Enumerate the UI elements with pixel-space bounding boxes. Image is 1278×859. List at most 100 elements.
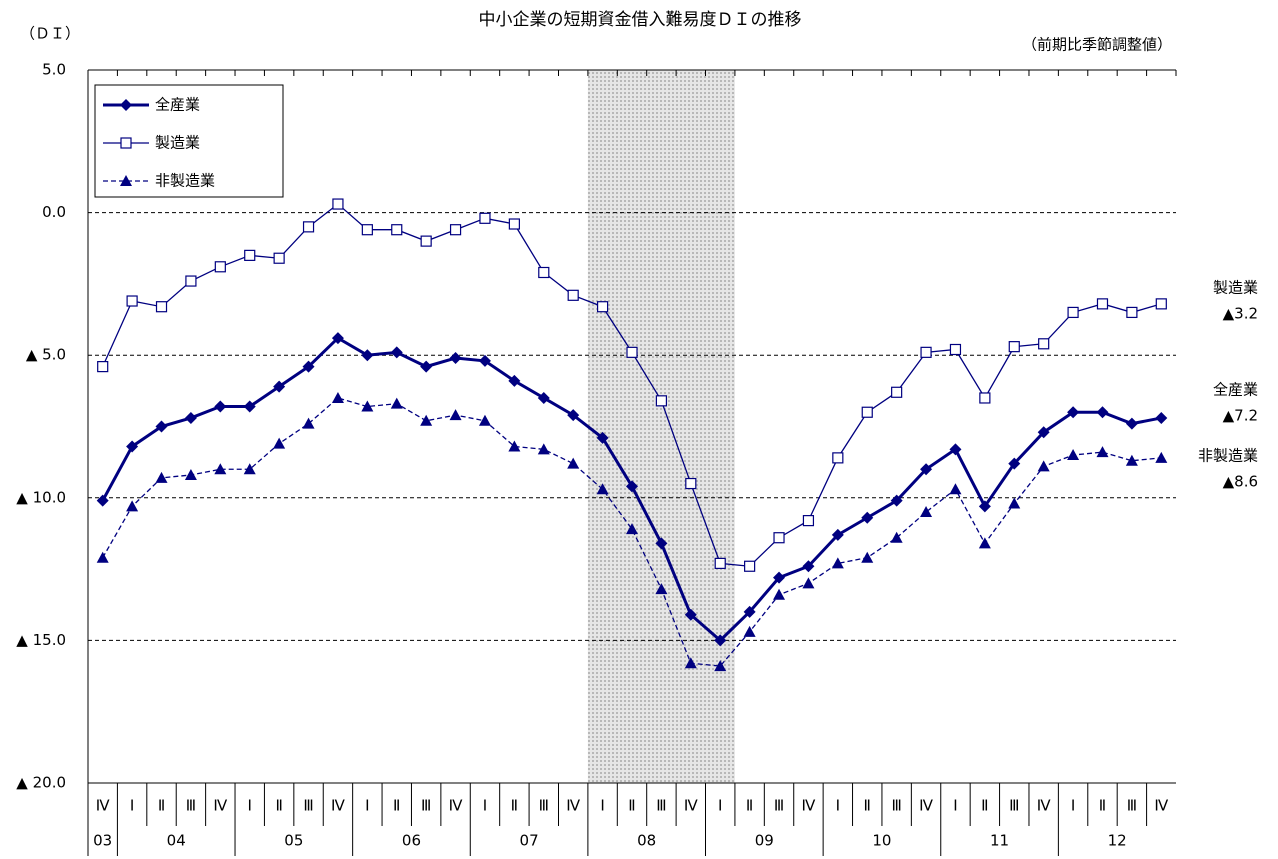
- marker: [773, 588, 786, 600]
- marker: [155, 301, 168, 313]
- marker: [626, 346, 638, 358]
- marker: [831, 528, 844, 541]
- marker: [479, 212, 491, 224]
- marker: [714, 634, 727, 647]
- x-tick-label: Ⅱ: [628, 797, 635, 815]
- marker: [537, 443, 550, 455]
- marker: [1008, 457, 1021, 470]
- marker: [949, 443, 962, 456]
- marker: [596, 301, 609, 313]
- x-tick-label: Ⅳ: [684, 797, 698, 815]
- marker: [714, 557, 726, 569]
- year-label: 07: [520, 832, 539, 850]
- marker: [449, 409, 462, 421]
- x-tick-label: Ⅳ: [1037, 797, 1051, 815]
- marker: [126, 440, 139, 453]
- year-label: 10: [872, 832, 891, 850]
- x-tick-label: Ⅰ: [365, 797, 369, 815]
- marker: [890, 494, 903, 507]
- marker: [184, 468, 197, 480]
- marker: [743, 605, 756, 618]
- end-value-label: ▲7.2: [1223, 406, 1258, 424]
- year-label: 05: [284, 832, 303, 850]
- marker: [949, 483, 962, 495]
- marker: [96, 494, 109, 507]
- x-tick-label: Ⅰ: [483, 797, 487, 815]
- marker: [302, 417, 315, 429]
- marker: [361, 224, 373, 236]
- marker: [1125, 417, 1138, 430]
- marker: [420, 414, 433, 426]
- end-series-name: 製造業: [1213, 278, 1258, 296]
- marker: [626, 480, 638, 493]
- x-tick-label: Ⅱ: [981, 797, 988, 815]
- marker: [949, 343, 962, 356]
- year-label: 06: [402, 832, 421, 850]
- x-tick-label: Ⅱ: [746, 797, 753, 815]
- marker: [596, 431, 609, 444]
- year-label: 03: [93, 832, 112, 850]
- x-tick-label: Ⅰ: [600, 797, 604, 815]
- marker: [420, 360, 433, 373]
- x-tick-label: Ⅱ: [393, 797, 400, 815]
- marker: [802, 515, 815, 527]
- x-tick-label: Ⅱ: [511, 797, 518, 815]
- end-value-label: ▲3.2: [1223, 304, 1258, 322]
- marker: [744, 560, 756, 572]
- marker: [832, 452, 844, 464]
- x-tick-label: Ⅳ: [449, 797, 463, 815]
- marker: [1067, 406, 1080, 419]
- marker: [214, 261, 226, 273]
- marker: [331, 391, 344, 403]
- marker: [1037, 460, 1050, 472]
- x-tick-label: Ⅲ: [1127, 797, 1137, 815]
- marker: [126, 295, 138, 307]
- marker: [273, 437, 286, 449]
- marker: [920, 346, 932, 358]
- marker: [891, 386, 903, 398]
- x-tick-label: Ⅲ: [303, 797, 313, 815]
- marker: [890, 531, 903, 543]
- end-value-label: ▲8.6: [1223, 472, 1258, 490]
- marker: [390, 346, 403, 359]
- marker: [244, 249, 256, 261]
- marker: [420, 235, 432, 247]
- marker: [861, 511, 874, 524]
- marker: [567, 457, 580, 469]
- marker: [126, 500, 139, 512]
- marker: [1067, 449, 1080, 461]
- marker: [685, 477, 697, 490]
- marker: [302, 221, 315, 233]
- chart-title: 中小企業の短期資金借入難易度ＤＩの推移: [479, 10, 802, 30]
- marker: [1096, 406, 1109, 419]
- marker: [978, 537, 991, 549]
- marker: [743, 625, 756, 637]
- y-tick-label: 0.0: [42, 203, 66, 221]
- marker: [684, 608, 697, 621]
- marker: [773, 532, 785, 544]
- x-tick-label: Ⅳ: [96, 797, 110, 815]
- year-label: 11: [990, 832, 1009, 850]
- marker: [332, 198, 344, 210]
- marker: [184, 411, 197, 424]
- legend-marker: [120, 137, 132, 149]
- marker: [684, 657, 697, 669]
- marker: [214, 400, 227, 413]
- marker: [1038, 338, 1050, 350]
- marker: [538, 266, 550, 279]
- x-tick-label: Ⅰ: [953, 797, 957, 815]
- marker: [391, 224, 403, 236]
- x-tick-label: Ⅳ: [331, 797, 345, 815]
- marker: [861, 551, 874, 563]
- year-label: 08: [637, 832, 656, 850]
- marker: [567, 289, 579, 301]
- x-tick-label: Ⅲ: [421, 797, 431, 815]
- marker: [155, 420, 168, 433]
- marker: [508, 374, 521, 387]
- marker: [567, 409, 580, 422]
- marker: [1008, 341, 1020, 353]
- marker: [1155, 451, 1168, 463]
- legend-marker: [120, 99, 132, 111]
- marker: [861, 406, 873, 418]
- marker: [655, 537, 668, 550]
